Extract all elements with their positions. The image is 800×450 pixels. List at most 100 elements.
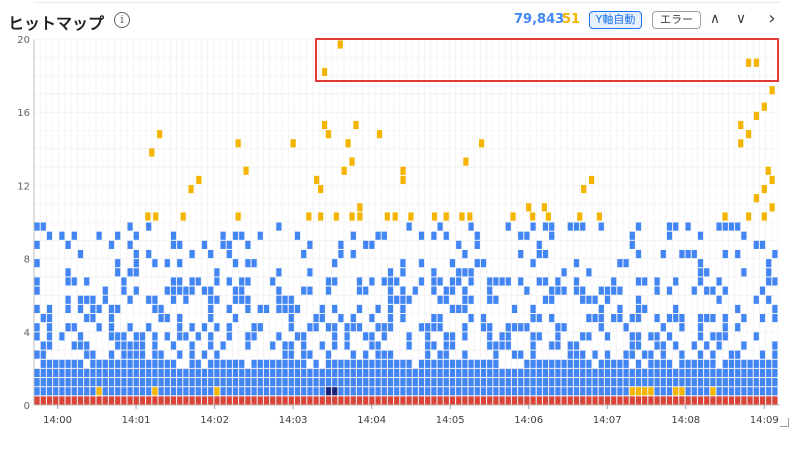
normal-cell (704, 387, 710, 396)
normal-cell (195, 387, 201, 396)
normal-cell (127, 295, 133, 304)
heatmap-chart[interactable]: 0 4 8 12 16 20 14:00 14:01 14:02 14:03 14:04 14:05 1… (0, 30, 800, 440)
normal-cell (220, 240, 226, 249)
normal-cell (34, 240, 40, 249)
normal-cell (580, 359, 586, 368)
normal-cell (332, 259, 338, 268)
normal-cell (747, 368, 753, 378)
normal-cell (195, 359, 201, 368)
normal-cell (648, 368, 654, 378)
y-axis-auto-toggle[interactable]: Y軸自動 (589, 11, 642, 29)
normal-cell (437, 350, 443, 359)
normal-cell (226, 332, 232, 341)
normal-cell (102, 378, 108, 387)
normal-cell (487, 387, 493, 396)
normal-cell (400, 359, 406, 368)
normal-cell (505, 332, 511, 341)
normal-cell (518, 249, 524, 259)
normal-cell (177, 350, 183, 359)
normal-cell (164, 378, 170, 387)
normal-cell (239, 368, 245, 378)
normal-cell (561, 323, 567, 332)
error-cell (108, 396, 115, 405)
normal-cell (487, 368, 493, 378)
normal-cell (301, 378, 307, 387)
normal-cell (158, 368, 164, 378)
normal-cell (710, 368, 716, 378)
normal-cell (555, 323, 561, 332)
error-cell (239, 396, 245, 405)
normal-cell (735, 359, 741, 368)
normal-cell (598, 286, 604, 295)
error-cell (604, 396, 611, 405)
x-tick-label: 14:02 (200, 415, 229, 426)
normal-cell (617, 286, 623, 295)
normal-cell (666, 286, 673, 295)
normal-cell (493, 350, 499, 359)
normal-cell (462, 387, 468, 396)
normal-cell (431, 314, 437, 323)
error-cell (270, 396, 276, 405)
chevron-right-icon[interactable]: › (768, 8, 776, 29)
normal-cell (127, 368, 133, 378)
normal-cell (437, 378, 443, 387)
normal-cell (431, 231, 437, 240)
normal-cell (555, 359, 561, 368)
normal-cell (685, 387, 691, 396)
normal-cell (437, 359, 443, 368)
normal-cell (239, 295, 245, 304)
normal-cell (400, 368, 406, 378)
normal-cell (735, 378, 741, 387)
error-cell (394, 396, 400, 405)
normal-cell (524, 323, 530, 332)
normal-cell (735, 387, 741, 396)
normal-cell (449, 277, 456, 286)
chevron-up-icon[interactable]: ∧ (709, 11, 721, 27)
normal-cell (431, 268, 437, 277)
normal-cell (418, 359, 425, 368)
error-cell (555, 396, 561, 405)
normal-cell (90, 378, 96, 387)
normal-cell (480, 314, 487, 323)
normal-cell (164, 332, 170, 341)
error-cell (294, 396, 301, 405)
error-cell (214, 396, 220, 405)
normal-cell (704, 341, 710, 350)
normal-cell (276, 368, 282, 378)
normal-cell (84, 277, 90, 286)
normal-cell (282, 378, 288, 387)
resize-handle[interactable] (780, 418, 789, 427)
normal-cell (722, 332, 728, 341)
normal-cell (505, 341, 511, 350)
error-cell (499, 396, 505, 405)
normal-cell (332, 359, 338, 368)
normal-cell (480, 387, 487, 396)
normal-cell (46, 304, 53, 313)
normal-cell (189, 277, 195, 286)
info-icon[interactable]: i (114, 12, 130, 28)
normal-cell (232, 368, 239, 378)
normal-cell (325, 286, 332, 295)
error-cell (580, 396, 586, 405)
normal-cell (102, 295, 108, 304)
normal-cell (356, 323, 363, 332)
normal-cell (375, 378, 381, 387)
chevron-down-icon[interactable]: ∨ (735, 11, 747, 27)
normal-cell (232, 286, 239, 295)
error-cell (282, 396, 288, 405)
normal-cell (753, 332, 759, 341)
normal-cell (139, 341, 146, 350)
error-cell (115, 396, 121, 405)
error-cell (350, 396, 356, 405)
normal-cell (108, 378, 115, 387)
slow-cell (321, 120, 328, 130)
error-filter-button[interactable]: エラー (652, 11, 701, 29)
normal-cell (170, 240, 177, 249)
normal-cell (214, 323, 220, 332)
normal-cell (375, 387, 381, 396)
normal-cell (561, 359, 567, 368)
slow-cell (577, 212, 583, 221)
normal-cell (660, 378, 666, 387)
error-cell (443, 396, 449, 405)
normal-cell (77, 332, 84, 341)
